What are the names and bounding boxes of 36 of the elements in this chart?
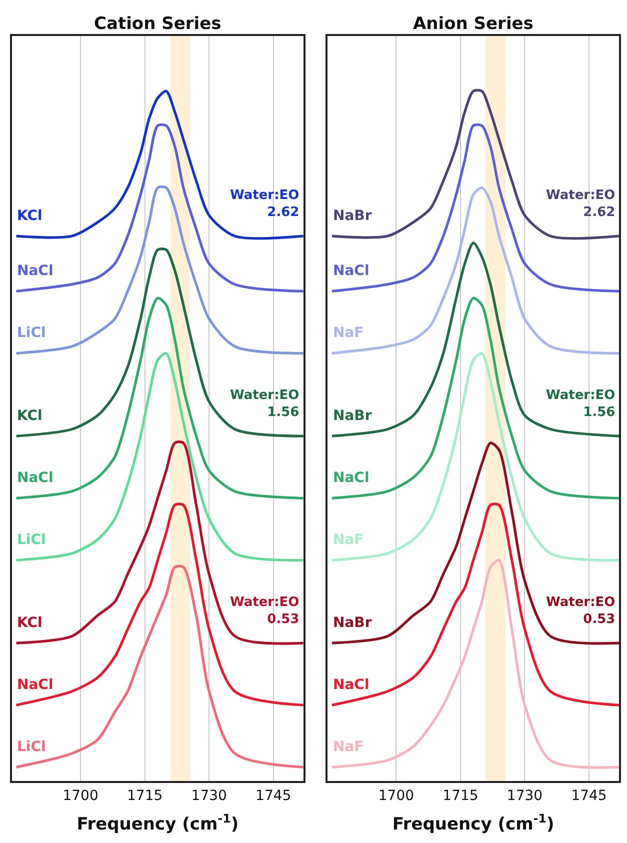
series-label: KCl [17, 208, 42, 224]
x-tick-label: 1730 [506, 788, 543, 804]
series-label: NaBr [333, 615, 372, 631]
series-label: NaBr [333, 408, 372, 424]
series-label: NaBr [333, 208, 372, 224]
annotation: Water:EO 0.53 [230, 595, 300, 627]
series-label: NaF [333, 739, 364, 755]
chart-title: Anion Series [413, 14, 534, 34]
series-label: LiCl [17, 532, 46, 548]
series-label: KCl [17, 615, 42, 631]
annotation: Water:EO 1.56 [230, 388, 300, 420]
annotation: Water:EO 2.62 [230, 188, 300, 220]
series-label: NaCl [333, 263, 370, 279]
x-tick-label: 1715 [127, 788, 163, 804]
x-axis-title: Frequency (cm$^{-1}$) [392, 812, 554, 835]
x-tick-label: 1700 [62, 788, 98, 804]
series-label: NaCl [17, 677, 54, 693]
series-label: NaCl [17, 470, 54, 486]
series-label: LiCl [17, 739, 46, 755]
annotation: Water:EO 1.56 [546, 388, 616, 420]
x-tick-label: 1745 [571, 788, 607, 804]
annotation: Water:EO 2.62 [546, 188, 616, 220]
annotation: Water:EO 0.53 [546, 595, 616, 627]
chart-title: Cation Series [94, 14, 222, 34]
x-tick-label: 1715 [442, 788, 478, 804]
x-tick-label: 1745 [256, 788, 292, 804]
series-label: NaCl [17, 263, 54, 279]
x-axis-title: Frequency (cm$^{-1}$) [76, 812, 239, 835]
x-tick-label: 1700 [378, 788, 414, 804]
series-label: NaCl [333, 677, 370, 693]
series-label: NaF [333, 532, 364, 548]
x-tick-label: 1730 [191, 788, 227, 804]
series-label: NaF [333, 325, 364, 341]
series-label: LiCl [17, 325, 46, 341]
series-label: NaCl [333, 470, 370, 486]
series-label: KCl [17, 408, 42, 424]
